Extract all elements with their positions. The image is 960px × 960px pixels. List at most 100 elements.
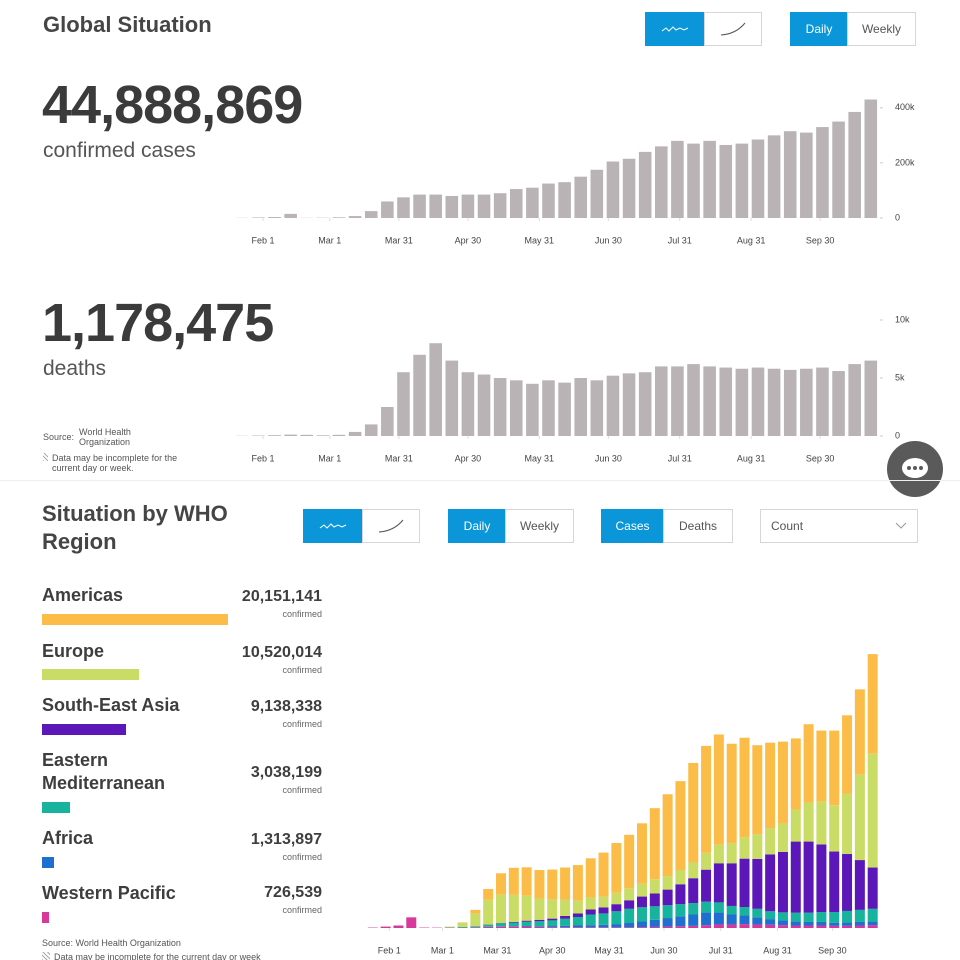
deaths-button[interactable]: Deaths: [663, 509, 733, 543]
x-tick-label: Aug 31: [737, 453, 766, 463]
curve-icon: [720, 22, 746, 36]
region-title: Situation by WHO Region: [42, 501, 228, 554]
weekly-button[interactable]: Weekly: [847, 12, 916, 46]
bar: [606, 375, 620, 436]
bar-view-button[interactable]: [645, 12, 705, 46]
stack-segment: [777, 920, 788, 926]
source-label: Source:: [43, 432, 75, 442]
stack-segment: [585, 914, 596, 926]
stack-segment: [585, 858, 596, 898]
stack-segment: [649, 919, 660, 927]
stack-segment: [726, 743, 737, 844]
stack-segment: [726, 924, 737, 928]
x-tick-label: Mar 31: [385, 235, 413, 245]
stack-segment: [688, 903, 699, 915]
region-daily-button[interactable]: Daily: [448, 509, 506, 543]
bar: [413, 194, 426, 218]
bar: [445, 195, 459, 218]
bar: [622, 373, 636, 436]
region-total: 10,520,014: [241, 644, 322, 661]
stack-segment: [547, 918, 558, 921]
squiggle-icon: [319, 523, 347, 529]
bar: [348, 216, 362, 218]
stack-segment: [406, 917, 417, 928]
stack-segment: [752, 917, 763, 925]
stack-segment: [803, 912, 814, 922]
stack-segment: [777, 741, 788, 824]
cases-button[interactable]: Cases: [601, 509, 664, 543]
squiggle-icon: [661, 26, 689, 32]
stack-segment: [675, 926, 686, 928]
stack-segment: [752, 834, 763, 859]
region-cumulative-view-button[interactable]: [362, 509, 420, 543]
stack-segment: [521, 867, 532, 896]
y-tick-label: 0: [895, 212, 900, 222]
x-tick-label: Aug 31: [737, 235, 766, 245]
stack-segment: [611, 904, 622, 912]
region-weekly-button[interactable]: Weekly: [505, 509, 574, 543]
bar: [413, 354, 426, 436]
bar: [493, 193, 507, 218]
stack-segment: [521, 895, 532, 921]
stack-segment: [867, 654, 878, 754]
bar: [751, 367, 765, 436]
bar: [558, 382, 571, 436]
stack-segment: [483, 924, 494, 927]
stack-segment: [842, 715, 853, 794]
bar: [445, 360, 459, 436]
stack-segment: [790, 841, 801, 913]
x-tick-label: Sep 30: [806, 235, 835, 245]
stack-segment: [534, 921, 545, 927]
stack-segment: [585, 927, 596, 928]
section-title: Global Situation: [43, 12, 212, 37]
stack-segment: [803, 921, 814, 926]
stack-segment: [508, 926, 519, 928]
region-unit: confirmed: [282, 609, 322, 619]
note-text: Data may be incomplete for the current d…: [52, 453, 178, 473]
bar: [477, 194, 491, 218]
chevron-icon: [895, 522, 907, 529]
stack-segment: [701, 912, 712, 926]
stack-segment: [649, 906, 660, 920]
chat-button[interactable]: [887, 441, 943, 497]
deaths-total: 1,178,475: [42, 293, 274, 353]
bar: [381, 201, 394, 218]
stack-segment: [560, 918, 571, 926]
bar: [429, 194, 442, 218]
region-unit: confirmed: [282, 665, 322, 675]
bar: [735, 368, 749, 436]
region-bar: [42, 614, 228, 625]
daily-button[interactable]: Daily: [790, 12, 848, 46]
region-unit: confirmed: [282, 905, 322, 915]
region-name: Eastern Mediterranean: [42, 750, 166, 793]
stack-segment: [624, 888, 635, 901]
stack-segment: [777, 925, 788, 928]
stack-segment: [701, 925, 712, 928]
bar: [332, 434, 346, 436]
bar: [687, 143, 700, 218]
stack-segment: [816, 921, 827, 926]
x-tick-label: Mar 31: [483, 945, 511, 955]
stack-segment: [598, 852, 609, 897]
bar: [848, 111, 861, 218]
region-bar-view-button[interactable]: [303, 509, 363, 543]
region-total: 1,313,897: [250, 831, 322, 848]
stack-segment: [713, 844, 724, 864]
x-tick-label: May 31: [525, 453, 555, 463]
stack-segment: [803, 841, 814, 913]
measure-select[interactable]: Count: [760, 509, 918, 543]
stack-segment: [624, 927, 635, 928]
cumulative-view-button[interactable]: [704, 12, 762, 46]
stack-segment: [867, 925, 878, 928]
stack-segment: [572, 925, 583, 928]
stack-segment: [713, 863, 724, 903]
stack-segment: [790, 738, 801, 810]
x-tick-label: Jul 31: [668, 235, 692, 245]
stack-segment: [701, 869, 712, 902]
stack-segment: [854, 925, 865, 928]
region-bar: [42, 857, 55, 868]
bar: [590, 169, 604, 218]
stack-segment: [470, 913, 481, 927]
stack-segment: [765, 828, 776, 855]
